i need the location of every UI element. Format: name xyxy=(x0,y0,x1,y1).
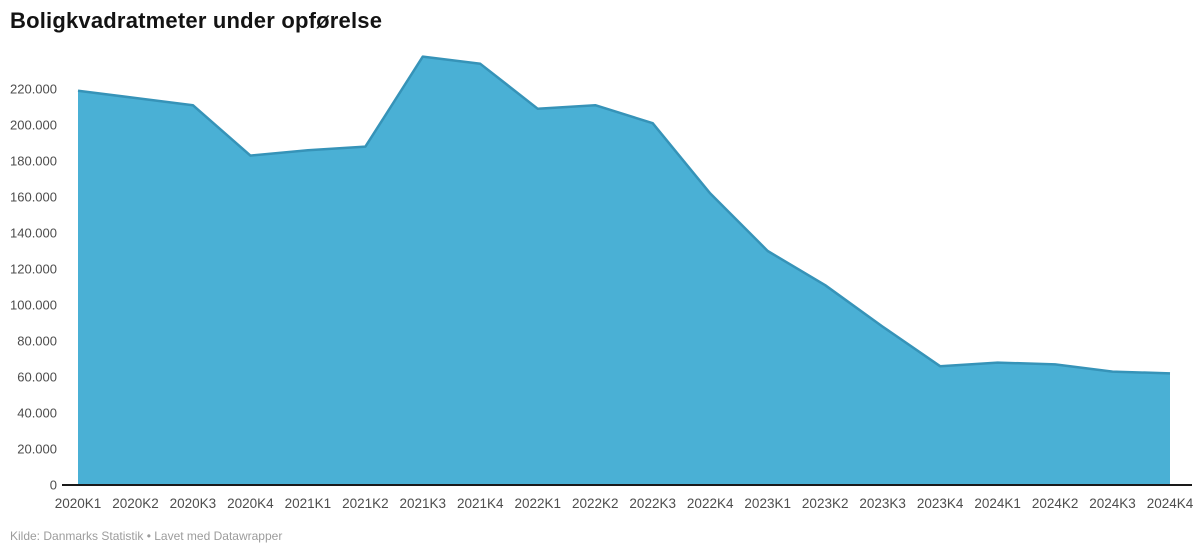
x-axis-tick-label: 2023K2 xyxy=(802,496,849,511)
x-axis-tick-label: 2021K1 xyxy=(285,496,332,511)
y-axis-tick-label: 0 xyxy=(50,478,57,493)
x-axis-tick-label: 2020K1 xyxy=(55,496,102,511)
page-title: Boligkvadratmeter under opførelse xyxy=(10,8,383,33)
y-axis-tick-label: 140.000 xyxy=(10,226,57,241)
y-axis-tick-label: 200.000 xyxy=(10,118,57,133)
x-axis-tick-label: 2024K2 xyxy=(1032,496,1079,511)
x-axis-tick-label: 2022K3 xyxy=(629,496,676,511)
x-axis-tick-label: 2020K2 xyxy=(112,496,159,511)
y-axis-tick-label: 160.000 xyxy=(10,190,57,205)
x-axis-tick-label: 2022K4 xyxy=(687,496,734,511)
x-axis-tick-label: 2024K1 xyxy=(974,496,1021,511)
area-series-fill xyxy=(78,56,1170,485)
x-axis-tick-label: 2021K3 xyxy=(400,496,447,511)
y-axis-tick-label: 220.000 xyxy=(10,82,57,97)
y-axis-tick-label: 120.000 xyxy=(10,262,57,277)
x-axis-tick-label: 2020K4 xyxy=(227,496,274,511)
area-series-outline xyxy=(77,55,1171,375)
x-axis-tick-label: 2021K2 xyxy=(342,496,389,511)
x-axis-tick-label: 2020K3 xyxy=(170,496,217,511)
x-axis-tick-label: 2021K4 xyxy=(457,496,504,511)
y-axis-tick-label: 20.000 xyxy=(17,442,57,457)
y-axis-tick-label: 180.000 xyxy=(10,154,57,169)
x-axis-tick-label: 2022K2 xyxy=(572,496,619,511)
x-axis-tick-label: 2024K3 xyxy=(1089,496,1136,511)
x-axis-tick-label: 2022K1 xyxy=(515,496,562,511)
x-axis-tick-label: 2023K3 xyxy=(859,496,906,511)
y-axis-tick-label: 40.000 xyxy=(17,406,57,421)
y-axis-tick-label: 80.000 xyxy=(17,334,57,349)
x-axis-tick-label: 2023K1 xyxy=(744,496,791,511)
chart-footer: Kilde: Danmarks Statistik • Lavet med Da… xyxy=(10,529,283,543)
x-axis-tick-label: 2023K4 xyxy=(917,496,964,511)
y-axis-tick-label: 60.000 xyxy=(17,370,57,385)
x-axis-tick-label: 2024K4 xyxy=(1147,496,1194,511)
y-axis-tick-label: 100.000 xyxy=(10,298,57,313)
